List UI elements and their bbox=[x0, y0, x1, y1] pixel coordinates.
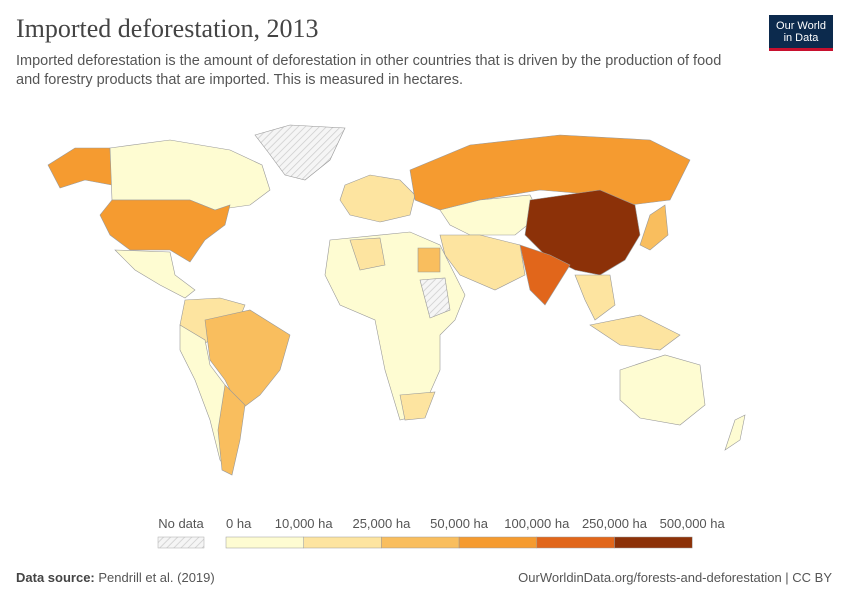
legend-label: 0 ha bbox=[226, 516, 252, 531]
sudan bbox=[419, 277, 451, 319]
countries bbox=[47, 124, 746, 476]
legend-label: 50,000 ha bbox=[430, 516, 489, 531]
source-label: Data source: bbox=[16, 570, 95, 585]
egypt bbox=[417, 247, 441, 273]
source-text: Pendrill et al. (2019) bbox=[98, 570, 215, 585]
argentina bbox=[217, 384, 246, 476]
indonesia bbox=[589, 314, 681, 351]
logo-line: Our World bbox=[776, 20, 826, 32]
japan bbox=[639, 204, 669, 251]
china bbox=[524, 189, 641, 276]
legend-swatch bbox=[536, 536, 615, 549]
legend-swatch bbox=[381, 536, 460, 549]
map: No data 0 ha 10,000 ha 25,000 ha 50,000 ha 10… bbox=[47, 124, 746, 549]
alaska bbox=[47, 147, 113, 189]
mexico bbox=[114, 249, 196, 299]
legend-label: 250,000 ha bbox=[582, 516, 648, 531]
europe bbox=[339, 174, 416, 223]
legend-swatch bbox=[458, 536, 538, 549]
subtitle: Imported deforestation is the amount of … bbox=[16, 53, 722, 88]
logo-line: in Data bbox=[783, 32, 819, 44]
legend-swatch bbox=[225, 536, 304, 549]
africa bbox=[324, 231, 466, 421]
source: Data source: Pendrill et al. (2019) bbox=[16, 570, 215, 585]
title: Imported deforestation, 2013 bbox=[16, 14, 319, 43]
logo[interactable]: Our World in Data bbox=[769, 15, 833, 51]
australia bbox=[619, 354, 706, 426]
canada bbox=[109, 139, 271, 211]
india bbox=[519, 244, 571, 306]
greenland bbox=[254, 124, 346, 181]
new-zealand bbox=[724, 414, 746, 451]
algeria bbox=[349, 237, 386, 271]
legend-label: 10,000 ha bbox=[275, 516, 334, 531]
legend-swatch bbox=[303, 536, 382, 549]
middle-east bbox=[439, 234, 526, 291]
legend-swatch bbox=[614, 536, 693, 549]
url[interactable]: OurWorldinData.org/forests-and-deforesta… bbox=[518, 570, 832, 585]
legend-no-data-label: No data bbox=[158, 516, 204, 531]
legend-label: 100,000 ha bbox=[504, 516, 570, 531]
brazil bbox=[204, 309, 291, 411]
usa bbox=[99, 199, 231, 263]
legend-no-data-swatch bbox=[157, 536, 205, 549]
legend-label: 500,000 ha bbox=[660, 516, 726, 531]
legend-label: 25,000 ha bbox=[352, 516, 411, 531]
southeast-asia bbox=[574, 274, 616, 321]
south-africa bbox=[399, 391, 436, 421]
